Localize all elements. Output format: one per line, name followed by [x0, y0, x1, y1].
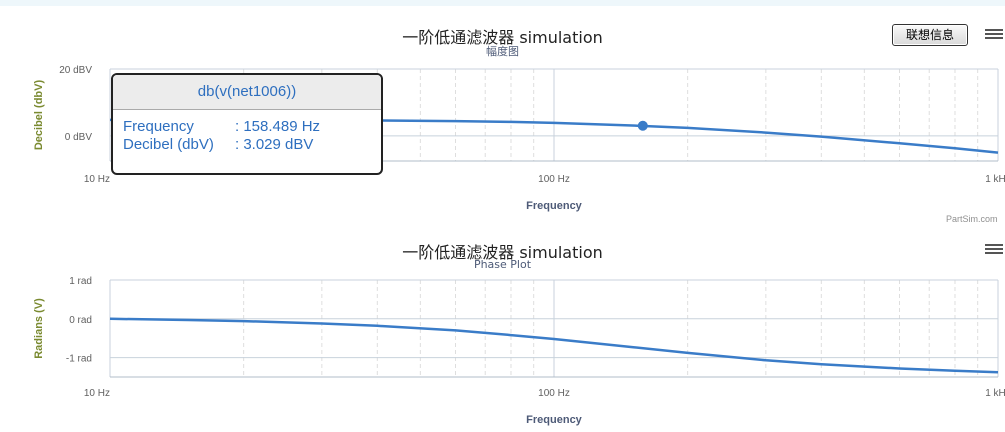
tooltip-label: Decibel (dbV) [123, 136, 214, 153]
x-tick-label: 1 kHz [985, 388, 1005, 399]
chart-title: 一阶低通滤波器 simulation [402, 243, 603, 262]
series-line [109, 317, 999, 374]
data-tooltip: db(v(net1006)) Frequency : 158.489 Hz Dec… [111, 73, 383, 175]
y-tick-label: 20 dBV [59, 65, 92, 76]
chart-title: 一阶低通滤波器 simulation [402, 28, 603, 47]
y-tick-label: 0 rad [69, 315, 92, 326]
x-tick-label: 1 kHz [985, 174, 1005, 185]
y-axis-label: Radians (V) [33, 298, 45, 359]
credit-text: PartSim.com [946, 214, 998, 224]
x-tick-label: 10 Hz [84, 388, 110, 399]
tooltip-label: Frequency [123, 118, 194, 135]
tooltip-value: : 3.029 dBV [235, 136, 314, 153]
y-tick-label: 1 rad [69, 276, 92, 287]
tooltip-series-name: db(v(net1006)) [113, 75, 381, 110]
hamburger-menu-icon[interactable] [985, 242, 1003, 256]
x-tick-label: 10 Hz [84, 174, 110, 185]
tooltip-row-decibel: Decibel (dbV) : 3.029 dBV [123, 136, 381, 154]
tooltip-value: : 158.489 Hz [235, 118, 321, 135]
x-tick-label: 100 Hz [538, 388, 570, 399]
chart-subtitle: 幅度图 [486, 45, 519, 58]
y-axis-label: Decibel (dbV) [33, 80, 45, 151]
y-tick-label: -1 rad [66, 354, 92, 365]
phase-plot: 10 Hz 100 Hz 1 kHz 1 rad 0 rad -1 rad Frequenc… [33, 276, 1005, 426]
hamburger-menu-icon[interactable] [985, 27, 1003, 41]
tooltip-row-frequency: Frequency : 158.489 Hz [123, 118, 381, 136]
highlight-point [637, 120, 648, 131]
chart-subtitle: Phase Plot [473, 258, 532, 271]
top-strip [0, 0, 1005, 6]
y-tick-label: 0 dBV [65, 132, 93, 143]
info-button[interactable]: 联想信息 [892, 24, 968, 46]
x-axis-label: Frequency [526, 414, 583, 426]
x-axis-label: Frequency [526, 200, 583, 212]
x-tick-label: 100 Hz [538, 174, 570, 185]
